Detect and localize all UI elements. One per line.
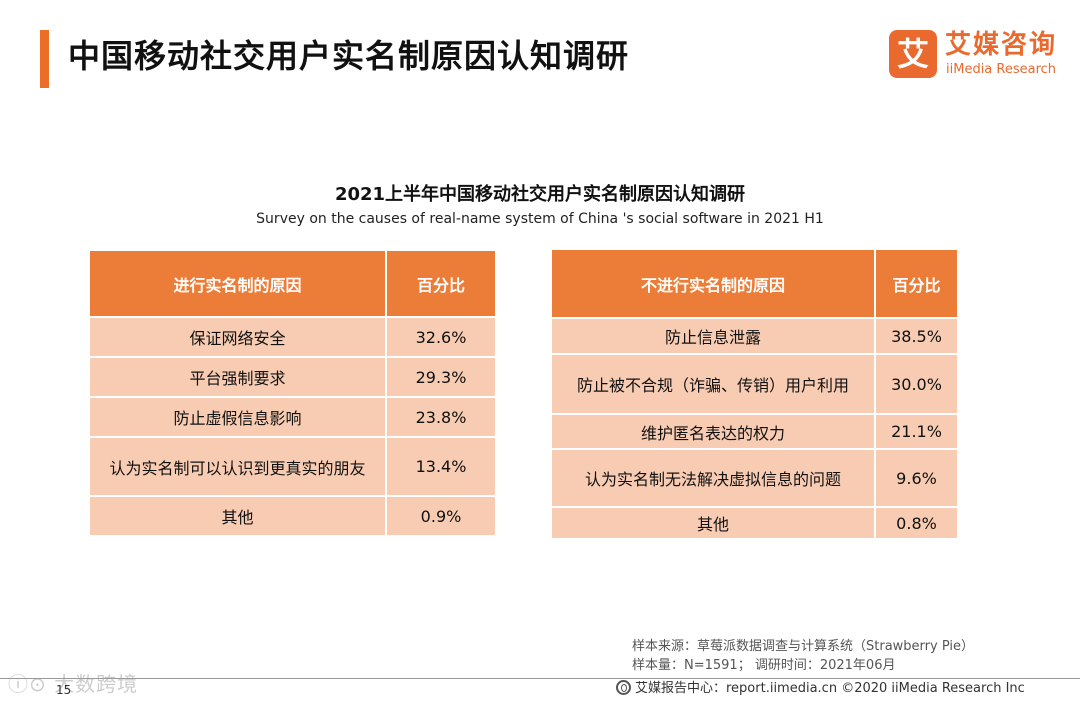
watermark: ⓘ⊙ 大数跨境 bbox=[8, 672, 139, 696]
table-row: 防止虚假信息影响 23.8% bbox=[90, 398, 495, 438]
reason-cell: 其他 bbox=[552, 508, 876, 540]
table-row: 平台强制要求 29.3% bbox=[90, 358, 495, 398]
footer: 艾媒报告中心：report.iimedia.cn ©2020 iiMedia R… bbox=[616, 680, 1025, 698]
header-reason: 进行实名制的原因 bbox=[90, 251, 387, 318]
header-reason: 不进行实名制的原因 bbox=[552, 250, 876, 319]
percent-cell: 21.1% bbox=[876, 415, 957, 450]
reason-cell: 维护匿名表达的权力 bbox=[552, 415, 876, 450]
report-center-icon bbox=[616, 680, 631, 695]
reason-cell: 认为实名制可以认识到更真实的朋友 bbox=[90, 438, 387, 497]
percent-cell: 32.6% bbox=[387, 318, 495, 358]
table-row: 其他 0.9% bbox=[90, 497, 495, 537]
percent-cell: 38.5% bbox=[876, 319, 957, 355]
chart-subtitle: Survey on the causes of real-name system… bbox=[256, 211, 824, 227]
reason-cell: 认为实名制无法解决虚拟信息的问题 bbox=[552, 450, 876, 508]
sample-source-line: 样本来源：草莓派数据调查与计算系统（Strawberry Pie） bbox=[632, 639, 974, 654]
header-percent: 百分比 bbox=[387, 251, 495, 318]
reasons-against-real-name-table: 不进行实名制的原因 百分比 防止信息泄露 38.5% 防止被不合规（诈骗、传销）… bbox=[552, 250, 957, 540]
table-row: 维护匿名表达的权力 21.1% bbox=[552, 415, 957, 450]
iimedia-logo: 艾 艾媒咨询 iiMedia Research bbox=[889, 28, 1064, 82]
reason-cell: 防止虚假信息影响 bbox=[90, 398, 387, 438]
percent-cell: 0.8% bbox=[876, 508, 957, 540]
footer-divider bbox=[0, 678, 1080, 679]
reason-cell: 保证网络安全 bbox=[90, 318, 387, 358]
logo-english-name: iiMedia Research bbox=[946, 62, 1057, 77]
table-row: 其他 0.8% bbox=[552, 508, 957, 540]
table-header-row: 进行实名制的原因 百分比 bbox=[90, 251, 495, 318]
logo-mark-icon: 艾 bbox=[889, 30, 937, 78]
sample-size-line: 样本量：N=1591； 调研时间：2021年06月 bbox=[632, 658, 896, 673]
table-row: 保证网络安全 32.6% bbox=[90, 318, 495, 358]
reason-cell: 平台强制要求 bbox=[90, 358, 387, 398]
logo-chinese-name: 艾媒咨询 bbox=[945, 30, 1058, 60]
title-accent-bar bbox=[40, 30, 49, 88]
reason-cell: 防止被不合规（诈骗、传销）用户利用 bbox=[552, 355, 876, 415]
reasons-for-real-name-table: 进行实名制的原因 百分比 保证网络安全 32.6% 平台强制要求 29.3% 防… bbox=[90, 251, 495, 537]
chart-title: 2021上半年中国移动社交用户实名制原因认知调研 bbox=[334, 184, 746, 205]
percent-cell: 9.6% bbox=[876, 450, 957, 508]
table-row: 认为实名制可以认识到更真实的朋友 13.4% bbox=[90, 438, 495, 497]
sample-source-note: 样本来源：草莓派数据调查与计算系统（Strawberry Pie） 样本量：N=… bbox=[632, 637, 974, 675]
percent-cell: 13.4% bbox=[387, 438, 495, 497]
page-number: 15 bbox=[56, 683, 72, 697]
header-percent: 百分比 bbox=[876, 250, 957, 319]
page-title: 中国移动社交用户实名制原因认知调研 bbox=[68, 37, 630, 75]
percent-cell: 0.9% bbox=[387, 497, 495, 537]
table-row: 防止被不合规（诈骗、传销）用户利用 30.0% bbox=[552, 355, 957, 415]
footer-text: 艾媒报告中心：report.iimedia.cn ©2020 iiMedia R… bbox=[635, 681, 1025, 696]
percent-cell: 30.0% bbox=[876, 355, 957, 415]
table-header-row: 不进行实名制的原因 百分比 bbox=[552, 250, 957, 319]
table-row: 认为实名制无法解决虚拟信息的问题 9.6% bbox=[552, 450, 957, 508]
table-row: 防止信息泄露 38.5% bbox=[552, 319, 957, 355]
percent-cell: 23.8% bbox=[387, 398, 495, 438]
reason-cell: 防止信息泄露 bbox=[552, 319, 876, 355]
reason-cell: 其他 bbox=[90, 497, 387, 537]
percent-cell: 29.3% bbox=[387, 358, 495, 398]
